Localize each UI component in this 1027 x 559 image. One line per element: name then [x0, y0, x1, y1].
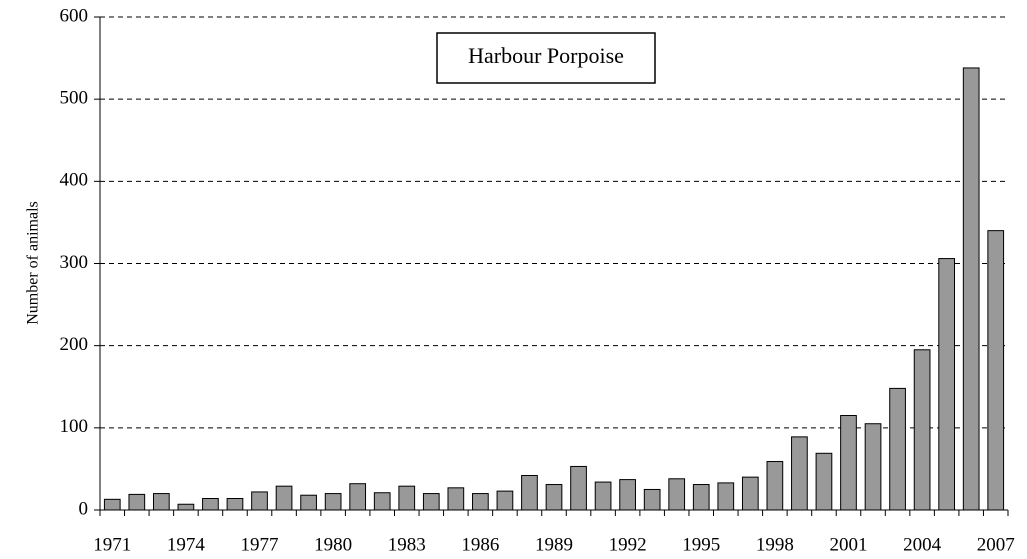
bar [521, 474, 538, 511]
bar [864, 423, 882, 511]
x-tick-label: 1980 [314, 534, 352, 555]
bar [889, 387, 906, 511]
bar [741, 476, 759, 511]
bar [275, 485, 293, 511]
x-tick-label: 1983 [388, 534, 426, 555]
bar [643, 488, 661, 511]
y-tick-label: 600 [60, 5, 89, 26]
bar [202, 497, 219, 511]
y-tick-label: 200 [60, 334, 89, 355]
bar [717, 482, 735, 511]
x-tick-label: 1992 [609, 534, 647, 555]
x-tick-label: 2007 [977, 534, 1015, 555]
x-tick-label: 1995 [682, 534, 720, 555]
x-tick-label: 1989 [535, 534, 573, 555]
x-tick-label: 1977 [241, 534, 279, 555]
bar [496, 490, 514, 511]
y-tick-label: 400 [60, 170, 89, 191]
bar [472, 493, 489, 511]
y-tick-label: 300 [60, 252, 89, 273]
bar [594, 481, 612, 511]
bar [422, 493, 440, 511]
y-axis-label: Number of animals [25, 201, 42, 325]
x-tick-label: 1971 [93, 534, 131, 555]
bar [938, 258, 956, 511]
bar [840, 415, 857, 511]
x-tick-label: 1974 [167, 534, 206, 555]
bar [177, 503, 195, 511]
annotation: Harbour Porpoise [468, 43, 624, 68]
bar [152, 493, 170, 511]
bar [913, 349, 931, 511]
bar [398, 485, 416, 511]
bar [300, 494, 317, 511]
bar [349, 483, 367, 511]
y-tick-label: 0 [79, 498, 89, 519]
bar [251, 491, 268, 511]
bar [791, 436, 808, 511]
bar [668, 478, 686, 511]
y-tick-label: 500 [60, 88, 89, 109]
bar [103, 498, 121, 511]
x-tick-label: 2004 [903, 534, 942, 555]
bar [962, 67, 980, 511]
bar [128, 493, 146, 511]
bar [815, 452, 833, 511]
bar [692, 484, 710, 511]
bar [373, 492, 391, 511]
bar [987, 230, 1005, 511]
x-tick-label: 2001 [829, 534, 867, 555]
bar [545, 484, 563, 511]
bar [619, 479, 636, 511]
bar [447, 487, 465, 511]
bar [324, 493, 342, 511]
x-tick-label: 1986 [461, 534, 499, 555]
bar [766, 461, 784, 511]
y-tick-label: 100 [60, 416, 89, 437]
x-tick-label: 1998 [756, 534, 794, 555]
annotation-box [436, 32, 656, 84]
bar [226, 497, 244, 511]
bar [570, 465, 587, 511]
